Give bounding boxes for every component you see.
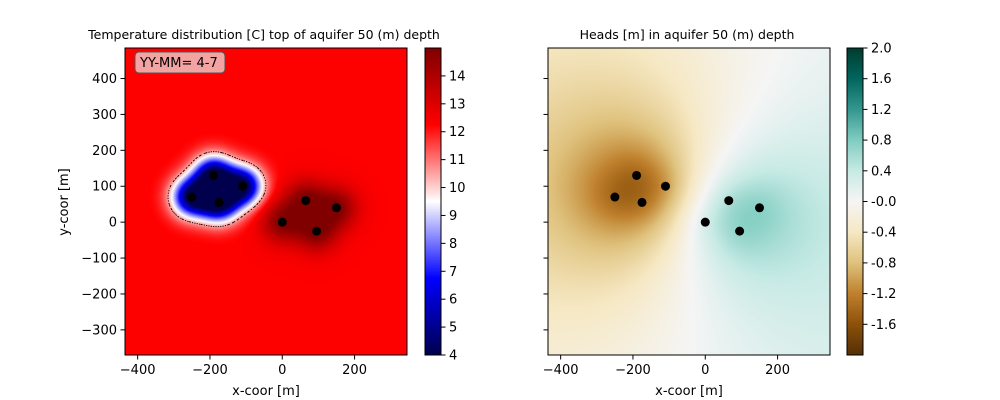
cold-well-1 xyxy=(187,192,197,202)
extraction-well-3 xyxy=(637,197,647,207)
extraction-well-1 xyxy=(610,192,620,202)
heads-colorbar-gradient xyxy=(847,48,863,355)
heads-field xyxy=(548,48,830,355)
extraction-well-2 xyxy=(632,170,642,180)
heads-colorbar-tick-label: 1.6 xyxy=(871,72,892,87)
temperature-x-tick-label: −400 xyxy=(120,363,156,378)
temperature-x-tick-label: −200 xyxy=(192,363,228,378)
temperature-contour xyxy=(167,151,267,228)
date-annotation-box xyxy=(134,51,226,74)
temperature-colorbar-tick-label: 14 xyxy=(449,69,466,84)
heads-colorbar: -1.6 -1.2 -0.8 -0.4 -0.0 0.4 0.8 1.2 1.6 2.0 xyxy=(846,42,896,356)
heads-colorbar-tick-label: -0.0 xyxy=(871,195,896,210)
heads-colorbar-tick-label: -0.8 xyxy=(871,256,896,271)
temperature-axes-frame xyxy=(124,47,408,356)
heads-x-tick-label: 200 xyxy=(765,363,790,378)
warm-well-2 xyxy=(301,196,311,206)
injection-well-2 xyxy=(724,196,734,206)
heads-x-tick-label: 0 xyxy=(701,363,709,378)
temperature-x-label: x-coor [m] xyxy=(232,384,300,399)
extraction-well-4 xyxy=(661,181,670,191)
heads-colorbar-tick-label: -1.6 xyxy=(871,318,896,333)
warm-well-3 xyxy=(312,226,322,236)
temperature-colorbar-tick-label: 5 xyxy=(449,321,457,336)
temperature-x-tick-label: 0 xyxy=(278,363,286,378)
temperature-colorbar-frame xyxy=(424,47,442,356)
warm-well-4 xyxy=(332,203,341,213)
temperature-y-tick-label: 200 xyxy=(92,144,117,159)
temperature-colorbar-tick-label: 12 xyxy=(449,125,466,140)
temperature-colorbar-tick-label: 6 xyxy=(449,293,457,308)
date-annotation: YY-MM= 4-7 xyxy=(134,51,226,74)
heads-axes-frame xyxy=(547,47,831,356)
heads-colorbar-ticks: -1.6 -1.2 -0.8 -0.4 -0.0 0.4 0.8 1.2 1.6 2.0 xyxy=(863,42,896,333)
temperature-colorbar-tick-label: 7 xyxy=(449,265,457,280)
temperature-y-tick-label: 300 xyxy=(92,108,117,123)
temperature-colorbar-gradient xyxy=(425,48,441,355)
temperature-y-ticks: −300 −200 −100 0 100 200 300 400 xyxy=(81,72,125,338)
heads-y-ticks xyxy=(543,78,548,331)
heads-title: Heads [m] in aquifer 50 (m) depth xyxy=(580,27,795,42)
temperature-y-tick-label: 100 xyxy=(92,180,117,195)
warm-well-1 xyxy=(277,217,287,227)
heads-colorbar-tick-label: -0.4 xyxy=(871,226,896,241)
cold-well-3 xyxy=(214,197,224,207)
temperature-colorbar-tick-label: 13 xyxy=(449,97,466,112)
heads-colorbar-tick-label: 1.2 xyxy=(871,103,892,118)
heads-x-ticks: −400 −200 0 200 xyxy=(543,355,790,378)
heads-panel: Heads [m] in aquifer 50 (m) depth −400 −2… xyxy=(543,27,831,399)
temperature-colorbar-tick-label: 11 xyxy=(449,153,466,168)
temperature-wells xyxy=(187,170,341,236)
temperature-y-tick-label: 0 xyxy=(109,216,117,231)
temperature-colorbar: 4 5 6 7 8 9 10 11 12 13 14 xyxy=(424,47,466,364)
heads-x-label: x-coor [m] xyxy=(655,384,723,399)
injection-well-4 xyxy=(755,203,764,213)
temperature-colorbar-tick-label: 4 xyxy=(449,349,457,364)
temperature-title: Temperature distribution [C] top of aqui… xyxy=(87,27,440,42)
cold-well-4 xyxy=(238,181,247,191)
temperature-y-tick-label: 400 xyxy=(92,72,117,87)
temperature-field xyxy=(125,48,407,355)
heads-colorbar-tick-label: 0.8 xyxy=(871,134,892,149)
temperature-y-tick-label: −300 xyxy=(81,323,117,338)
cold-well-2 xyxy=(209,170,219,180)
contour-line xyxy=(167,151,267,228)
temperature-y-tick-label: −100 xyxy=(81,252,117,267)
heads-colorbar-tick-label: -1.2 xyxy=(871,287,896,302)
heads-x-tick-label: −200 xyxy=(615,363,651,378)
heads-x-tick-label: −400 xyxy=(543,363,579,378)
temperature-panel: Temperature distribution [C] top of aqui… xyxy=(57,27,440,399)
temperature-x-tick-label: 200 xyxy=(342,363,367,378)
temperature-colorbar-tick-label: 10 xyxy=(449,181,466,196)
injection-well-3 xyxy=(735,226,745,236)
temperature-y-tick-label: −200 xyxy=(81,287,117,302)
heads-colorbar-tick-label: 0.4 xyxy=(871,164,892,179)
temperature-x-ticks: −400 −200 0 200 xyxy=(120,355,367,378)
temperature-colorbar-ticks: 4 5 6 7 8 9 10 11 12 13 14 xyxy=(441,69,466,364)
temperature-y-label: y-coor [m] xyxy=(57,168,72,236)
date-annotation-text: YY-MM= 4-7 xyxy=(139,56,218,71)
heads-wells xyxy=(610,170,764,236)
heads-colorbar-tick-label: 2.0 xyxy=(871,42,892,57)
temperature-colorbar-tick-label: 9 xyxy=(449,209,457,224)
temperature-colorbar-tick-label: 8 xyxy=(449,237,457,252)
injection-well-1 xyxy=(700,217,710,227)
